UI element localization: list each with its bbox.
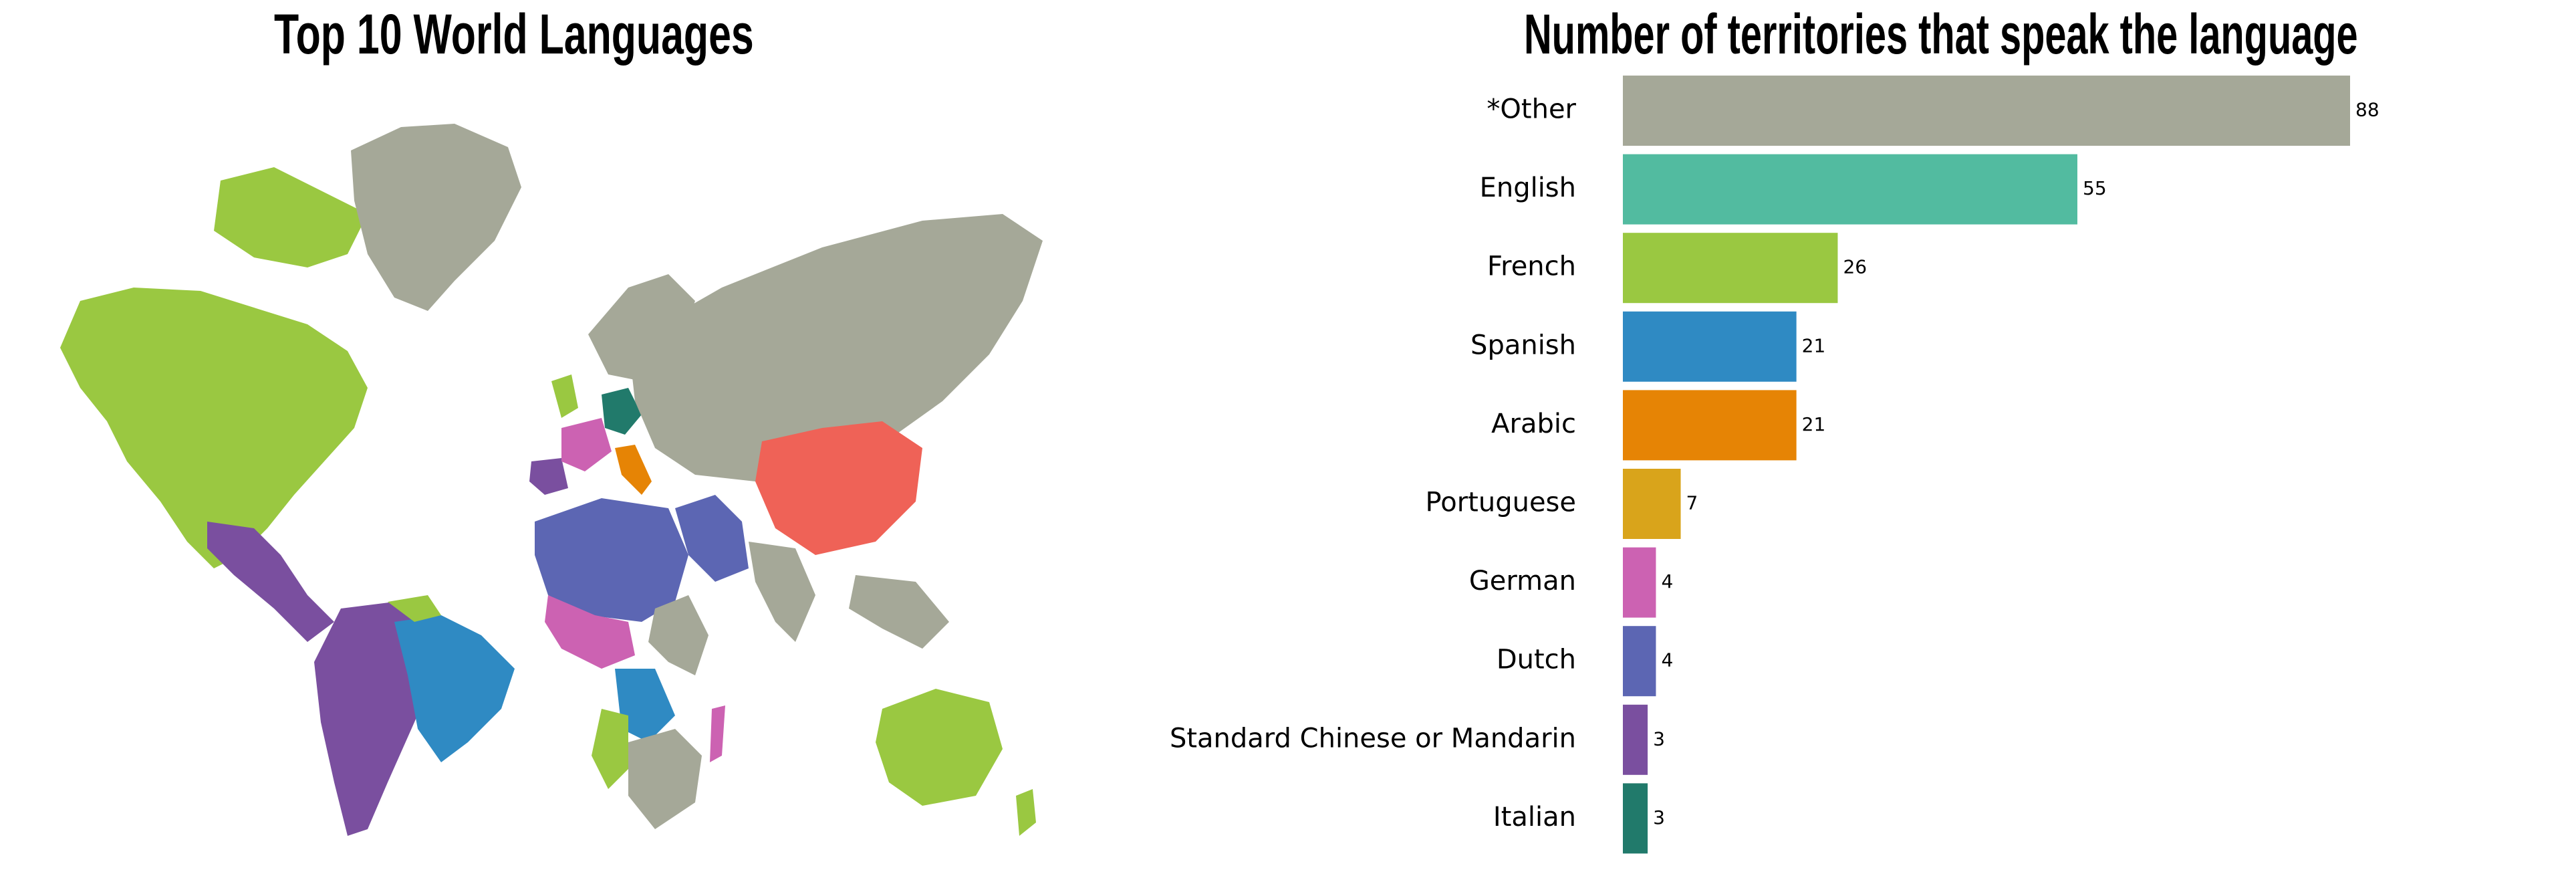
map-region-eu-france — [561, 418, 612, 471]
data-label: 21 — [1802, 334, 1826, 356]
map-region-asia-china — [755, 421, 922, 555]
data-label: 7 — [1686, 492, 1698, 514]
category-label: German — [1469, 566, 1576, 596]
data-label: 4 — [1661, 570, 1673, 592]
data-label: 4 — [1661, 649, 1673, 671]
category-label: *Other — [1487, 94, 1576, 125]
data-label: 3 — [1653, 806, 1665, 829]
data-label: 21 — [1802, 413, 1826, 435]
map-region-asia-south — [749, 542, 815, 642]
map-region-australia — [876, 689, 1003, 806]
data-label: 3 — [1653, 728, 1665, 750]
map-region-africa-east — [648, 595, 709, 675]
map-region-new-zealand — [1016, 789, 1036, 836]
map-region-eu-germany — [602, 388, 642, 435]
map-region-africa-north — [535, 498, 688, 622]
map-region-eu-west — [529, 458, 568, 495]
world-map — [60, 124, 1043, 836]
bar-portuguese — [1623, 469, 1681, 539]
data-label: 55 — [2083, 177, 2107, 199]
category-label: Arabic — [1491, 409, 1576, 439]
category-label: Italian — [1493, 802, 1576, 833]
map-region-greenland — [351, 124, 521, 311]
chart-title: Number of territories that speak the lan… — [1524, 2, 2358, 66]
category-label: Dutch — [1497, 645, 1576, 675]
map-region-central-america — [207, 522, 334, 642]
map-region-eu-uk — [551, 374, 578, 418]
map-region-africa-sw — [592, 709, 628, 789]
map-region-na-mainland — [60, 288, 368, 568]
category-label: Spanish — [1470, 330, 1576, 360]
bar-arabic — [1623, 390, 1797, 461]
category-label: French — [1487, 251, 1576, 282]
map-region-asia-north — [628, 214, 1043, 481]
bar-other — [1623, 76, 2350, 146]
map-region-sa-top — [388, 595, 441, 622]
bar-german — [1623, 547, 1656, 618]
category-label: Standard Chinese or Mandarin — [1170, 723, 1576, 754]
bar-french — [1623, 233, 1838, 304]
category-label: English — [1480, 173, 1576, 203]
map-region-sa-brazil — [394, 615, 515, 762]
map-region-africa-central — [615, 669, 675, 742]
map-region-na-canada-islands — [214, 167, 368, 267]
bar-spanish — [1623, 311, 1797, 382]
map-region-madagascar — [710, 705, 725, 762]
category-label: Portuguese — [1426, 487, 1576, 518]
map-title: Top 10 World Languages — [274, 2, 754, 66]
map-region-eu-italy — [615, 445, 652, 495]
data-label: 26 — [1843, 256, 1867, 278]
map-region-africa-west — [545, 595, 635, 669]
map-region-africa-south — [628, 729, 702, 829]
bar-italian — [1623, 783, 1648, 854]
bar-dutch — [1623, 626, 1656, 697]
bar-english — [1623, 154, 2077, 225]
bar-standard-chinese-or-mandarin — [1623, 704, 1648, 775]
data-label: 88 — [2355, 99, 2379, 121]
map-region-arabia — [675, 495, 749, 582]
map-region-asia-se — [849, 575, 949, 649]
